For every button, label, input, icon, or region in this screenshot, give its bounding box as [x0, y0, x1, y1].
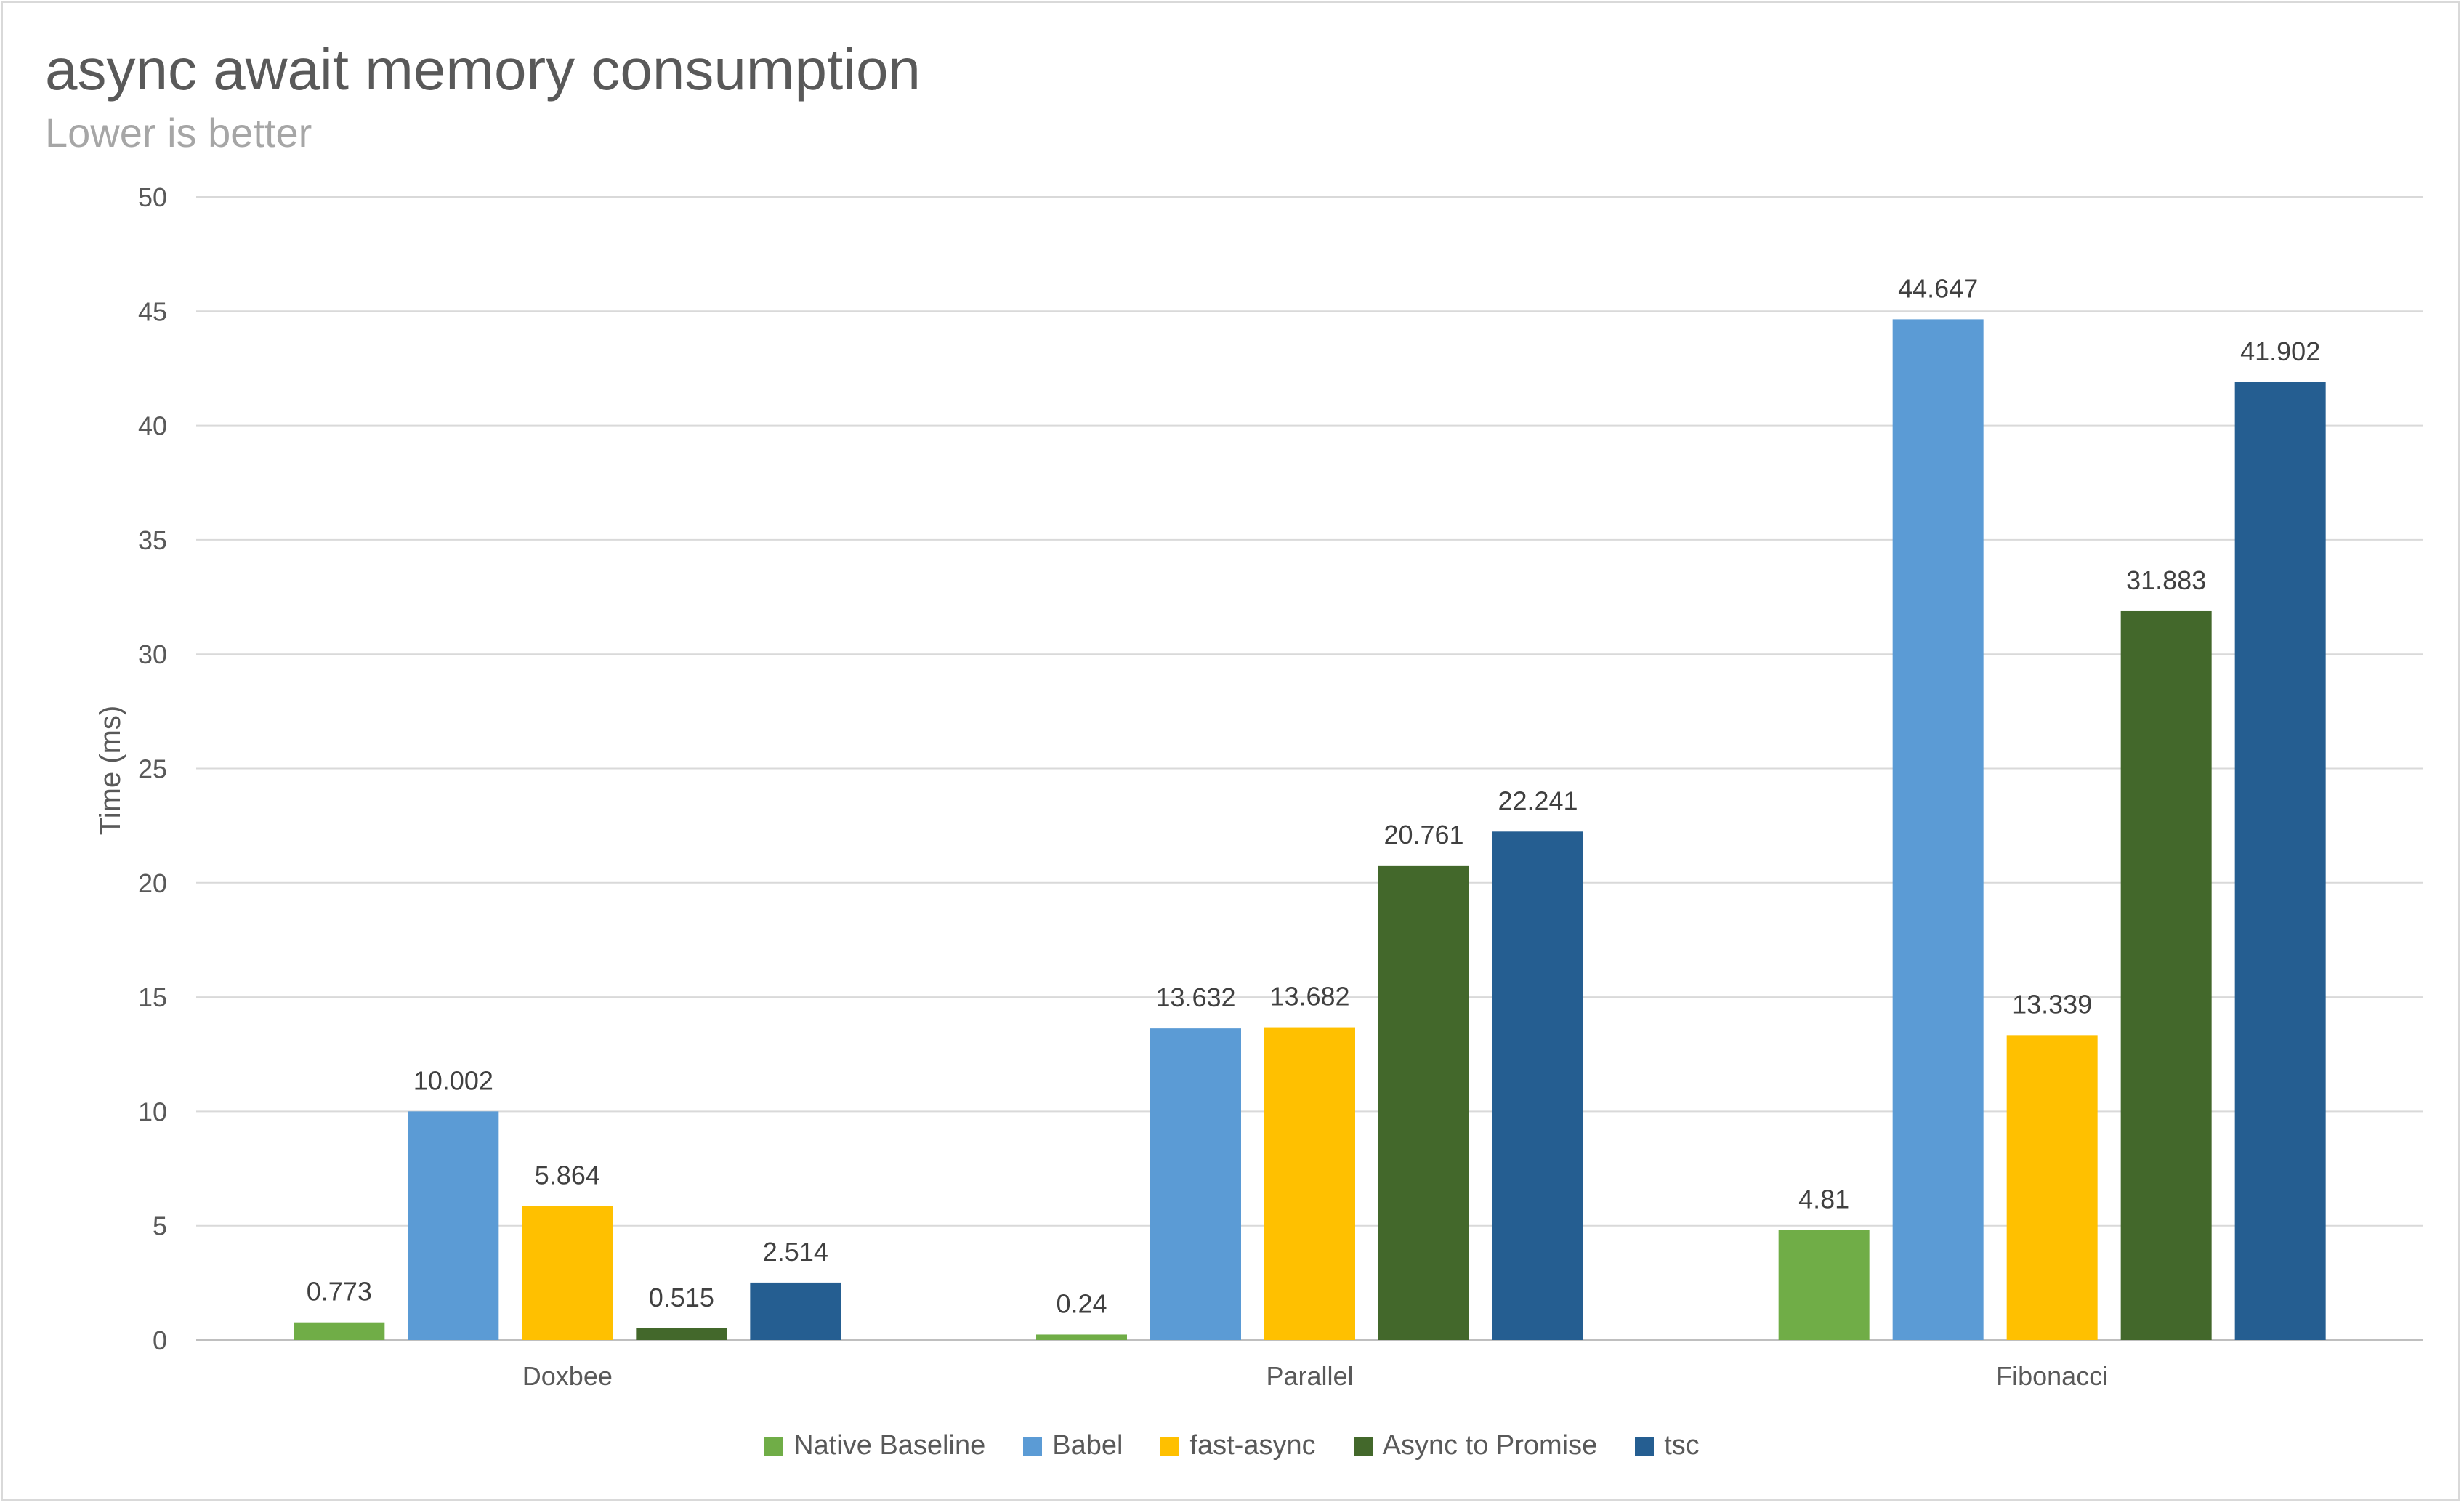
y-tick-label: 0 [153, 1326, 167, 1355]
legend-swatch [1353, 1436, 1373, 1456]
legend-item: Async to Promise [1353, 1430, 1598, 1461]
data-label: 0.24 [1056, 1288, 1107, 1318]
legend-label: tsc [1664, 1430, 1700, 1461]
y-tick-label: 25 [138, 754, 167, 784]
data-label: 2.514 [763, 1237, 828, 1267]
bar [294, 1322, 385, 1340]
legend-swatch [1023, 1436, 1043, 1456]
y-tick-label: 45 [138, 296, 167, 326]
legend-label: Async to Promise [1382, 1430, 1598, 1461]
legend-swatch [764, 1436, 784, 1456]
y-tick-label: 10 [138, 1097, 167, 1126]
y-tick-label: 30 [138, 639, 167, 669]
data-label: 5.864 [535, 1161, 600, 1190]
legend-item: tsc [1635, 1430, 1700, 1461]
data-label: 13.339 [2012, 989, 2092, 1019]
bar [522, 1206, 613, 1340]
legend-item: Babel [1023, 1430, 1123, 1461]
y-tick-label: 15 [138, 983, 167, 1012]
legend-label: Native Baseline [793, 1430, 986, 1461]
category-label: Fibonacci [1996, 1361, 2108, 1391]
data-label: 13.632 [1155, 983, 1235, 1012]
legend-label: fast-async [1189, 1430, 1316, 1461]
y-axis-ticks: 0 5 10 15 20 25 30 35 40 45 50 [138, 182, 167, 1355]
data-label: 0.773 [307, 1277, 372, 1307]
y-tick-label: 35 [138, 525, 167, 555]
legend-swatch [1160, 1436, 1180, 1456]
bar [1150, 1028, 1241, 1340]
data-label: 10.002 [413, 1065, 493, 1095]
data-label: 20.761 [1384, 820, 1463, 850]
legend-swatch [1635, 1436, 1655, 1456]
category-label: Parallel [1266, 1361, 1353, 1391]
legend-label: Babel [1052, 1430, 1123, 1461]
data-label: 41.902 [2240, 336, 2320, 366]
legend-item: Native Baseline [764, 1430, 985, 1461]
data-label: 31.883 [2126, 565, 2206, 595]
bar [1778, 1230, 1870, 1340]
data-label: 13.682 [1269, 982, 1349, 1012]
bar [1378, 865, 1469, 1340]
bar [1892, 319, 1984, 1340]
y-tick-label: 50 [138, 182, 167, 212]
data-label: 0.515 [649, 1283, 714, 1312]
category-label: Doxbee [522, 1361, 613, 1391]
bar [2006, 1035, 2098, 1340]
bar [750, 1282, 841, 1340]
bar [636, 1328, 727, 1340]
data-label: 4.81 [1798, 1185, 1849, 1214]
legend: Native Baseline Babel fast-async Async to P… [0, 1430, 2464, 1461]
bar [2234, 382, 2326, 1340]
bars [294, 319, 2326, 1340]
bar [1264, 1027, 1355, 1340]
data-label: 22.241 [1498, 786, 1578, 815]
bar [2120, 610, 2212, 1340]
y-tick-label: 40 [138, 411, 167, 441]
bar [408, 1111, 499, 1340]
y-tick-label: 20 [138, 868, 167, 898]
data-labels: 0.773 10.002 5.864 0.515 2.514 0.24 13.632 13.6… [307, 273, 2320, 1318]
data-label: 44.647 [1898, 273, 1978, 303]
chart-title: async await memory consumption [45, 37, 921, 102]
y-tick-label: 5 [153, 1211, 167, 1241]
bar [1492, 831, 1583, 1340]
category-labels: Doxbee Parallel Fibonacci [522, 1361, 2108, 1391]
chart-subtitle: Lower is better [45, 110, 312, 156]
bar [1036, 1334, 1127, 1340]
y-axis-title: Time (ms) [94, 706, 126, 835]
legend-item: fast-async [1160, 1430, 1316, 1461]
